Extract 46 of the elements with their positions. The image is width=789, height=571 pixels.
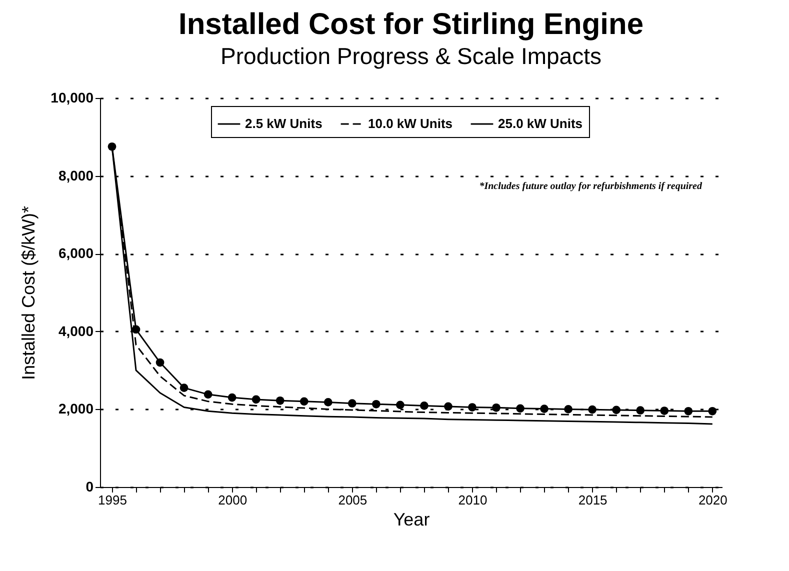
point [564,405,572,414]
x-tick-label: 2010 [458,492,488,508]
point [180,384,188,392]
point [108,142,116,151]
annotation: *Includes future outlay for refurbishments if required [479,181,703,192]
point [516,404,524,413]
point [396,400,404,410]
point [300,397,308,406]
point [348,399,356,408]
y-axis-title: Installed Cost ($/kW)* [18,206,39,380]
point [636,406,645,415]
point [228,393,236,402]
point [372,400,380,408]
point [252,395,260,404]
point [420,402,428,410]
x-tick-label: 2000 [218,492,248,508]
y-tick-label: 8,000 [58,167,94,184]
point [540,404,548,413]
point [492,403,500,412]
point [132,325,140,334]
point [708,406,717,416]
y-tick-label: 2,000 [58,400,94,417]
y-tick-label: 10,000 [50,90,94,106]
x-tick-label: 1995 [98,492,127,508]
y-tick-label: 0 [86,478,94,494]
point [468,403,476,412]
x-tick-label: 2015 [578,492,608,508]
y-tick-label: 4,000 [58,322,94,339]
legend-label: 25.0 kW Units [498,116,583,131]
x-tick-label: 2005 [338,492,368,508]
point [276,396,284,405]
point [684,406,693,416]
point [444,402,452,411]
point [156,358,164,367]
legend-label: 10.0 kW Units [368,116,453,131]
point [324,398,332,406]
x-tick-label: 2020 [698,492,728,508]
x-axis-title: Year [393,510,430,530]
point [660,406,669,415]
y-tick-label: 6,000 [58,245,94,262]
legend-label: 2.5 kW Units [245,116,322,131]
point [204,390,212,399]
point [612,406,621,414]
chart-title: Installed Cost for Stirling Engine [178,8,644,41]
point [588,405,596,414]
chart-subtitle: Production Progress & Scale Impacts [220,43,602,69]
